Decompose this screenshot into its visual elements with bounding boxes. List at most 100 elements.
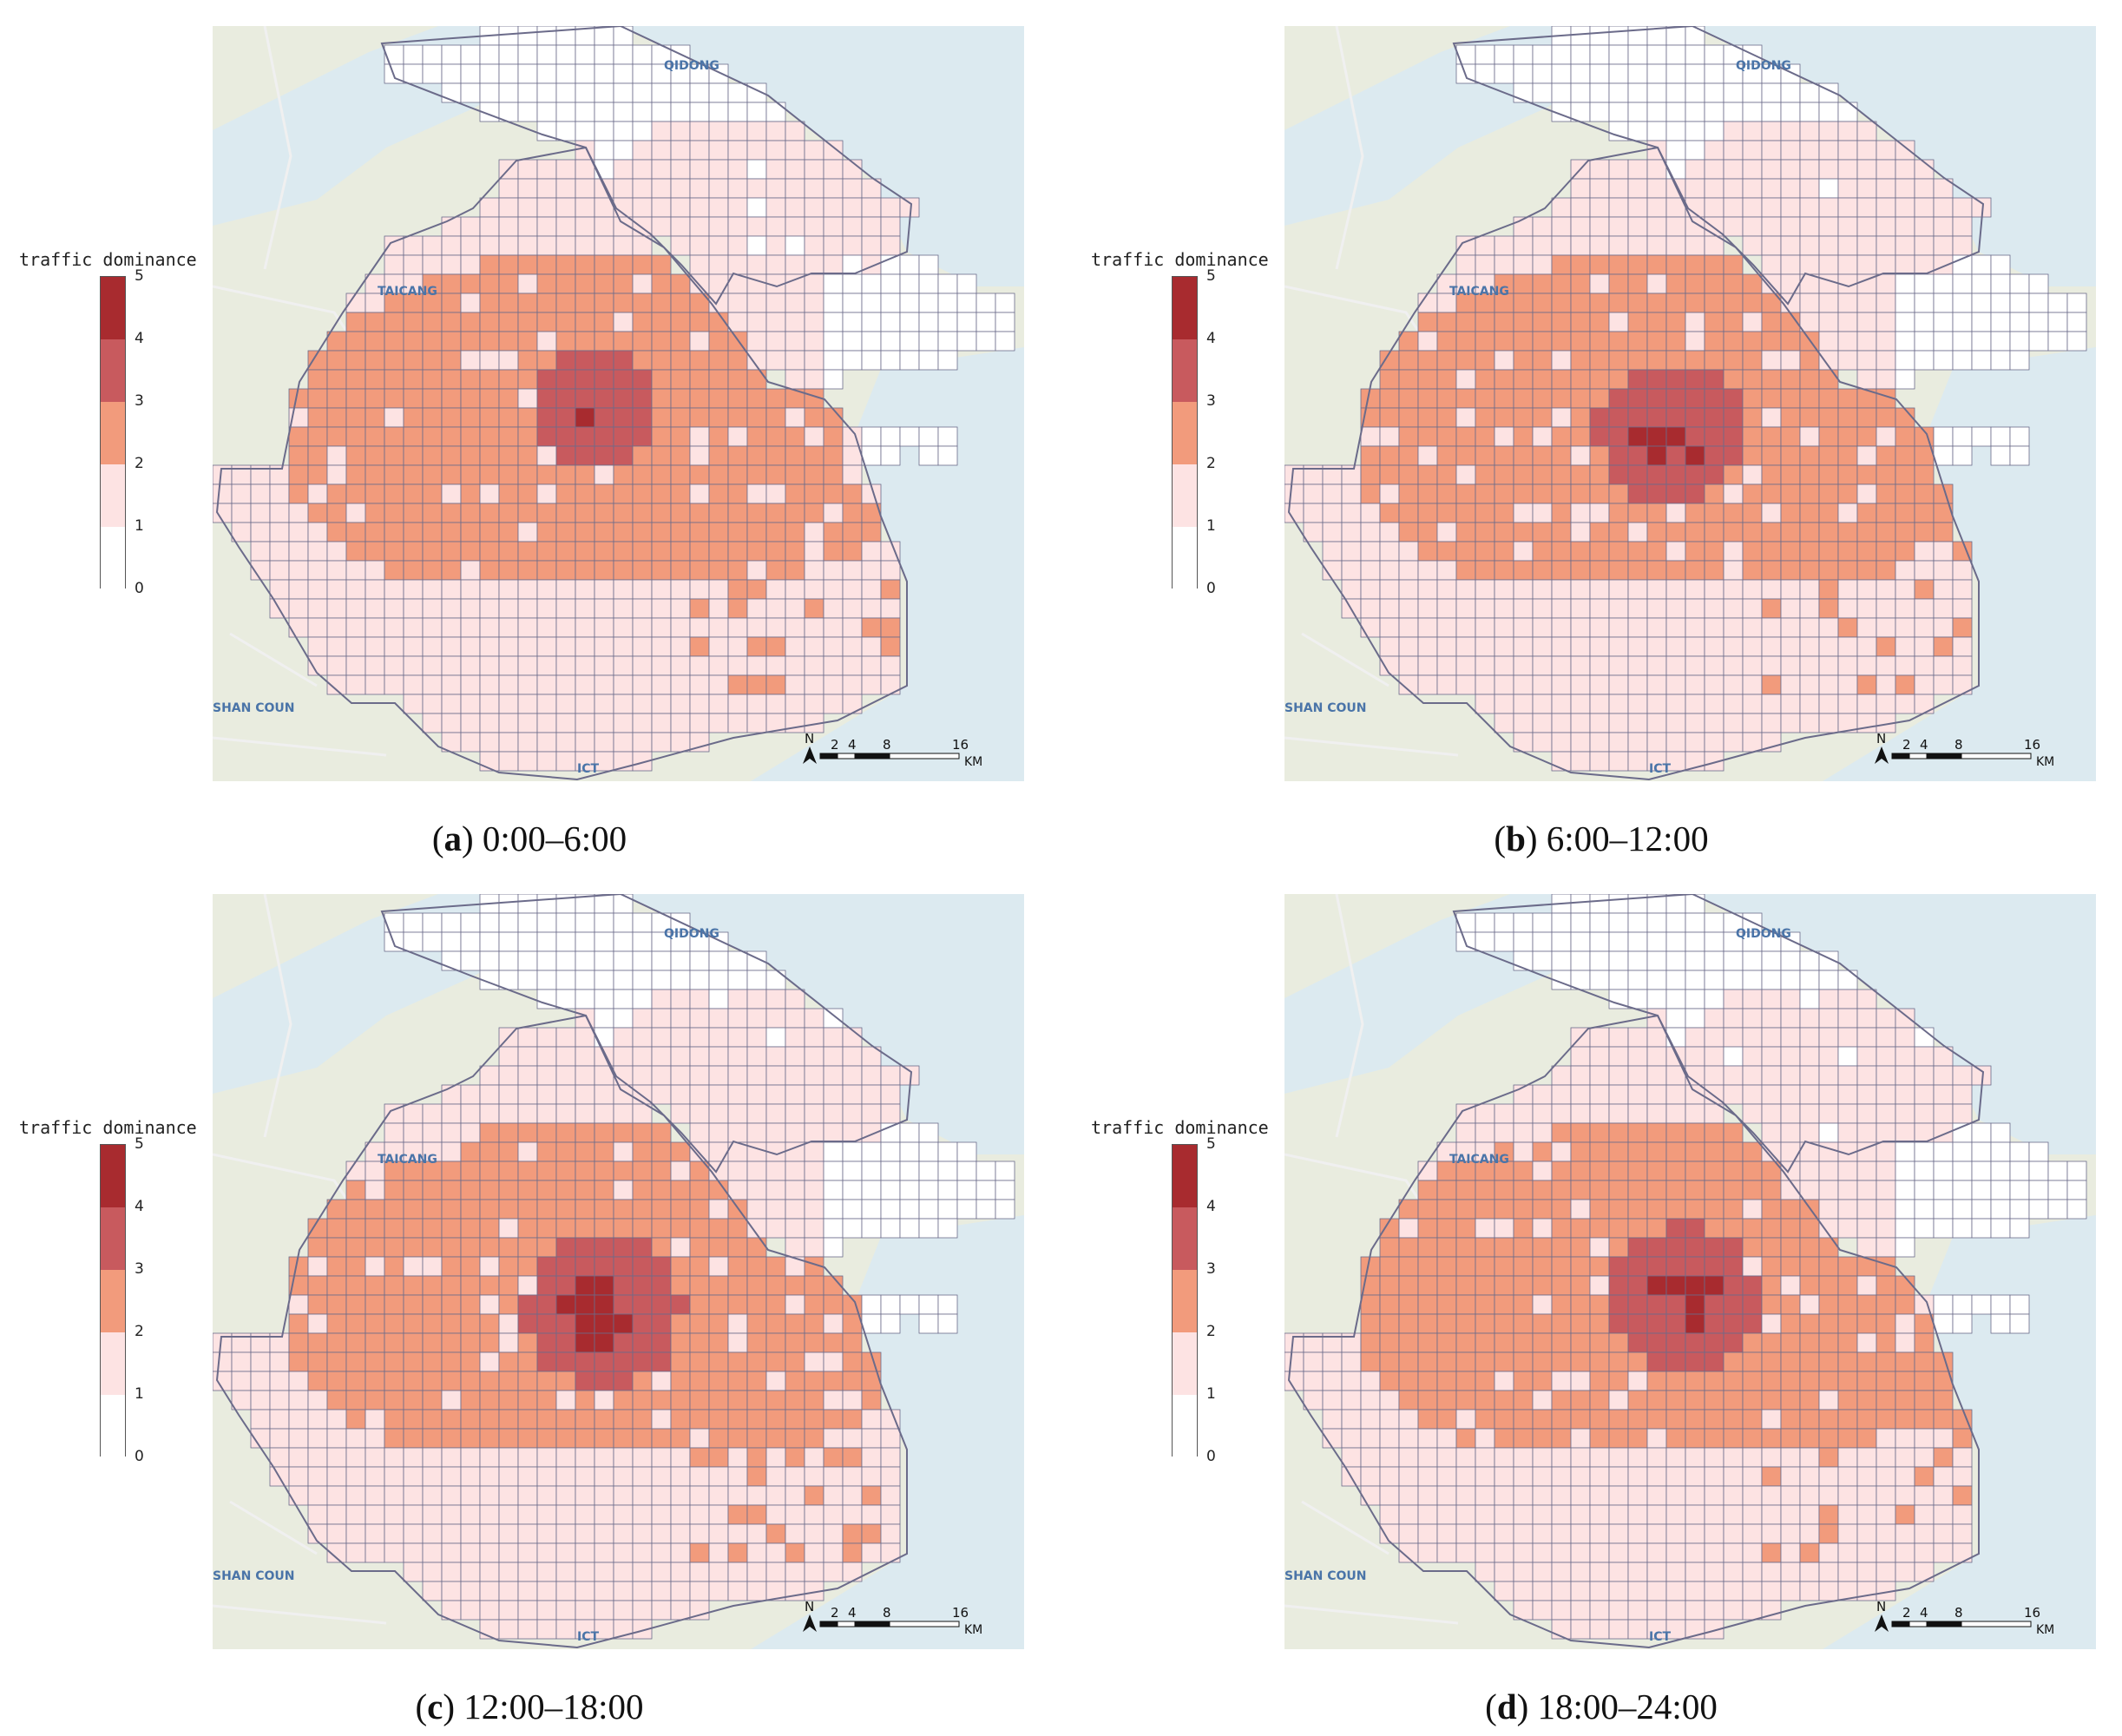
grid-cell xyxy=(1436,1504,1457,1525)
grid-cell xyxy=(498,197,519,218)
panel-a: traffic dominance 5 4 3 2 1 0 QIDONG TAICANG SHAN… xyxy=(0,0,1059,858)
grid-cell xyxy=(555,732,576,753)
grid-cell xyxy=(1742,1542,1763,1563)
grid-cell xyxy=(746,989,767,1009)
grid-cell xyxy=(1455,598,1476,619)
grid-cell xyxy=(899,1122,920,1143)
grid-cell xyxy=(555,1199,576,1220)
grid-cell xyxy=(632,1065,653,1086)
grid-cell xyxy=(479,694,500,714)
grid-cell xyxy=(422,445,443,466)
scale-tick-label: 16 xyxy=(2024,737,2040,753)
grid-cell xyxy=(1646,560,1667,581)
grid-cell xyxy=(1475,598,1495,619)
grid-cell xyxy=(441,235,462,256)
grid-cell xyxy=(1646,1084,1667,1105)
grid-cell xyxy=(670,503,691,523)
grid-cell xyxy=(651,1485,672,1506)
grid-cell xyxy=(1436,617,1457,638)
grid-cell xyxy=(823,1084,844,1105)
grid-cell xyxy=(1589,617,1610,638)
grid-cell xyxy=(1742,713,1763,733)
grid-cell xyxy=(575,445,595,466)
choropleth-map: QIDONG TAICANG SHAN COUN ICT N 2 4 8 16 KM xyxy=(1284,26,2096,781)
grid-cell xyxy=(1646,732,1667,753)
grid-cell xyxy=(1685,1256,1705,1277)
grid-cell xyxy=(880,445,901,466)
grid-cell xyxy=(517,369,538,390)
grid-cell xyxy=(1455,674,1476,695)
grid-cell xyxy=(1837,483,1858,504)
grid-cell xyxy=(536,159,557,180)
grid-cell xyxy=(1494,1294,1514,1315)
grid-cell xyxy=(1475,1447,1495,1468)
grid-cell xyxy=(1417,426,1438,447)
grid-cell xyxy=(1761,503,1782,523)
grid-cell xyxy=(613,1485,634,1506)
grid-cell xyxy=(269,483,290,504)
grid-cell xyxy=(498,1161,519,1181)
grid-cell xyxy=(613,445,634,466)
grid-cell xyxy=(1856,1351,1877,1372)
grid-cell xyxy=(842,579,863,600)
grid-cell xyxy=(1303,1371,1324,1391)
grid-cell xyxy=(785,989,805,1009)
grid-cell xyxy=(1952,350,1973,371)
grid-cell xyxy=(555,293,576,313)
grid-cell xyxy=(1704,1562,1725,1582)
grid-cell xyxy=(536,1600,557,1621)
grid-cell xyxy=(1436,369,1457,390)
grid-cell xyxy=(326,522,347,542)
grid-cell xyxy=(1704,655,1725,676)
grid-cell xyxy=(1895,1084,1915,1105)
grid-cell xyxy=(1780,1218,1801,1239)
grid-cell xyxy=(804,312,824,332)
grid-cell xyxy=(651,1523,672,1544)
grid-cell xyxy=(555,1256,576,1277)
grid-cell xyxy=(1360,1466,1381,1487)
grid-cell xyxy=(785,197,805,218)
grid-cell xyxy=(1398,1466,1419,1487)
grid-cell xyxy=(1876,503,1896,523)
grid-cell xyxy=(460,579,481,600)
grid-cell xyxy=(1914,1046,1935,1067)
grid-cell xyxy=(250,1351,271,1372)
grid-cell xyxy=(823,1332,844,1353)
grid-cell xyxy=(1665,121,1686,141)
grid-cell xyxy=(632,1256,653,1277)
grid-cell xyxy=(937,426,958,447)
grid-cell xyxy=(575,950,595,971)
grid-cell xyxy=(670,1504,691,1525)
grid-cell xyxy=(1532,1485,1553,1506)
grid-cell xyxy=(1856,121,1877,141)
grid-cell xyxy=(460,1313,481,1334)
grid-cell xyxy=(613,407,634,428)
grid-cell xyxy=(1837,388,1858,409)
grid-cell xyxy=(536,82,557,103)
grid-cell xyxy=(1665,1523,1686,1544)
grid-cell xyxy=(1646,407,1667,428)
grid-cell xyxy=(1876,1180,1896,1200)
grid-cell xyxy=(785,216,805,237)
grid-cell xyxy=(1742,1332,1763,1353)
grid-cell xyxy=(441,560,462,581)
grid-cell xyxy=(1761,1237,1782,1258)
grid-cell xyxy=(1379,407,1400,428)
grid-cell xyxy=(804,464,824,485)
grid-cell xyxy=(1685,254,1705,275)
grid-cell xyxy=(670,950,691,971)
grid-cell xyxy=(1436,331,1457,352)
grid-cell xyxy=(1837,579,1858,600)
grid-cell xyxy=(1627,464,1648,485)
grid-cell xyxy=(1723,121,1744,141)
grid-cell xyxy=(632,1141,653,1162)
grid-cell xyxy=(536,950,557,971)
grid-cell xyxy=(441,503,462,523)
grid-cell xyxy=(517,1504,538,1525)
grid-cell xyxy=(307,636,328,657)
grid-cell xyxy=(594,1523,614,1544)
grid-cell xyxy=(2009,273,2030,294)
grid-cell xyxy=(1532,1294,1553,1315)
grid-cell xyxy=(651,950,672,971)
choropleth-map: QIDONG TAICANG SHAN COUN ICT N 2 4 8 16 KM xyxy=(213,26,1024,781)
